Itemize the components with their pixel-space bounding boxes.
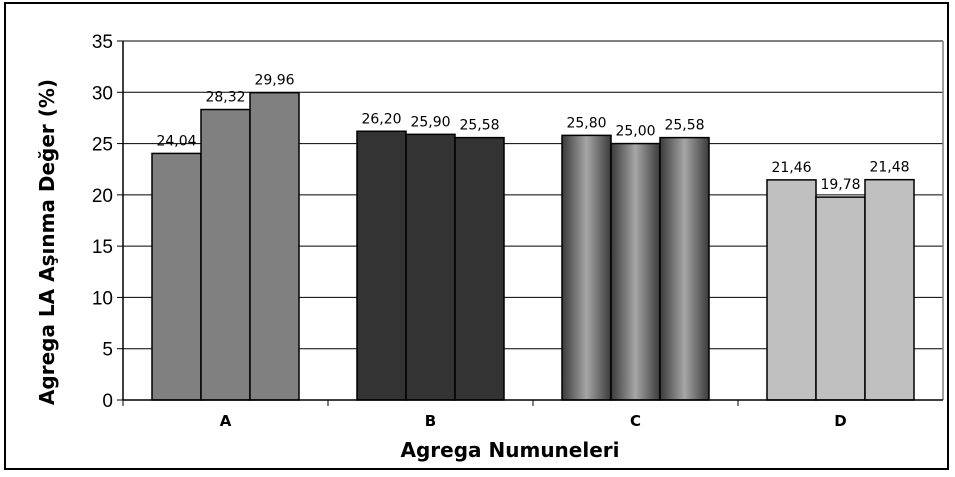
y-tick-label: 25	[92, 135, 113, 156]
bar	[454, 136, 505, 401]
data-label: 21,46	[771, 160, 811, 176]
x-tick-label: C	[630, 412, 641, 430]
bars	[151, 91, 915, 401]
data-label: 19,78	[820, 177, 860, 193]
y-tick-label: 5	[102, 340, 113, 361]
bar	[356, 130, 407, 401]
bar	[815, 196, 866, 401]
y-tick-label: 20	[92, 186, 113, 207]
data-label: 24,04	[156, 133, 196, 149]
data-label: 25,58	[459, 118, 499, 134]
data-label: 29,96	[254, 73, 294, 89]
y-tick-label: 0	[102, 391, 113, 412]
data-label: 25,90	[410, 114, 450, 130]
bar	[659, 136, 710, 401]
data-label: 25,00	[615, 124, 655, 140]
bar	[151, 152, 202, 401]
x-tick-label: A	[220, 412, 232, 430]
data-label: 21,48	[869, 160, 909, 176]
y-tick-label: 10	[92, 288, 113, 309]
bar	[561, 134, 612, 401]
x-tick-label: B	[425, 412, 436, 430]
data-label: 25,58	[664, 118, 704, 134]
data-label: 25,80	[566, 115, 606, 131]
y-tick-label: 35	[92, 32, 113, 53]
x-tick-label: D	[834, 412, 846, 430]
y-tick-label: 30	[92, 83, 113, 104]
y-axis-title: Agrega LA Aşınma Değer (%)	[35, 79, 59, 405]
bar	[864, 178, 915, 401]
bar	[766, 179, 817, 401]
y-tick-label: 15	[92, 237, 113, 258]
bar	[249, 91, 300, 401]
data-label: 26,20	[361, 111, 401, 127]
x-axis-title: Agrega Numuneleri	[401, 438, 620, 462]
labels: 0 5 10 15 20 25 30 35 24,04 28,32 29,96 A 26,20 25,90…	[92, 32, 910, 430]
bar	[610, 142, 661, 401]
data-label: 28,32	[205, 90, 245, 106]
axes	[117, 40, 943, 406]
bar	[405, 133, 456, 401]
bar	[200, 108, 251, 401]
